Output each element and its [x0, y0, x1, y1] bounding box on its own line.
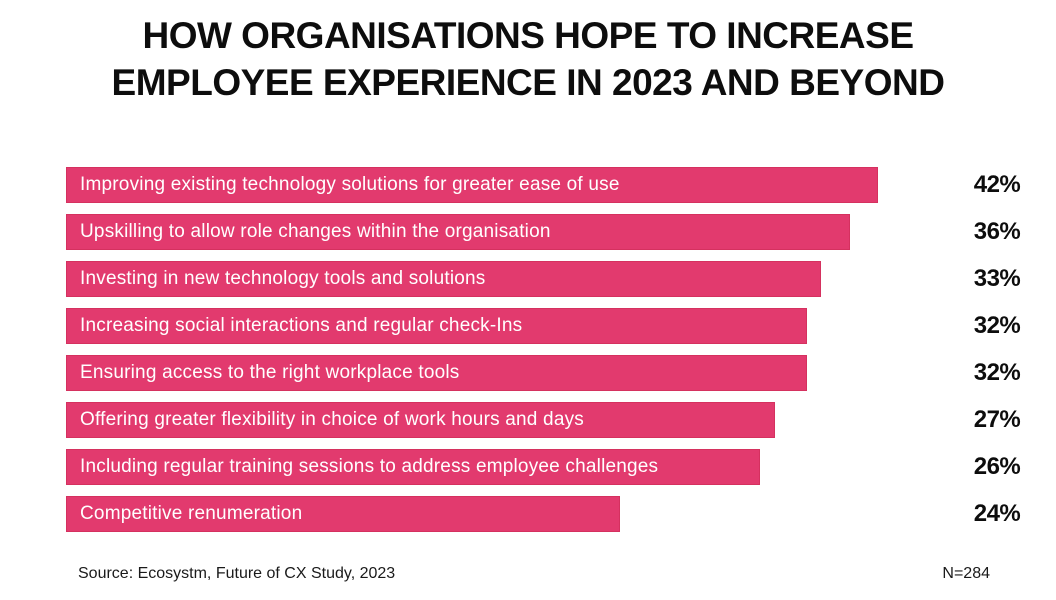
bar-label: Improving existing technology solutions … — [80, 174, 620, 195]
bar: Competitive renumeration — [66, 496, 620, 532]
bar-row: Improving existing technology solutions … — [66, 167, 1056, 203]
bar-label: Investing in new technology tools and so… — [80, 268, 486, 289]
bar-value: 26% — [973, 453, 1021, 480]
bar-row: Upskilling to allow role changes within … — [66, 214, 1056, 250]
bar-row: Increasing social interactions and regul… — [66, 308, 1056, 344]
bar-row: Including regular training sessions to a… — [66, 449, 1056, 485]
bar-chart: Improving existing technology solutions … — [66, 167, 1056, 543]
bar-value: 24% — [973, 500, 1021, 527]
bar: Offering greater flexibility in choice o… — [66, 402, 775, 438]
bar-label: Competitive renumeration — [80, 503, 303, 524]
bar-label: Offering greater flexibility in choice o… — [80, 409, 584, 430]
bar-value: 42% — [973, 171, 1021, 198]
bar-value: 27% — [973, 406, 1021, 433]
bar-row: Competitive renumeration 24% — [66, 496, 1056, 532]
bar-value: 33% — [973, 265, 1021, 292]
chart-title-line1: HOW ORGANISATIONS HOPE TO INCREASE — [142, 15, 914, 56]
bar-value: 32% — [973, 359, 1021, 386]
bar-label: Ensuring access to the right workplace t… — [80, 362, 460, 383]
bar-label: Upskilling to allow role changes within … — [80, 221, 551, 242]
bar: Upskilling to allow role changes within … — [66, 214, 850, 250]
bar: Improving existing technology solutions … — [66, 167, 878, 203]
chart-title: HOW ORGANISATIONS HOPE TO INCREASE EMPLO… — [0, 12, 1056, 106]
footer: Source: Ecosystm, Future of CX Study, 20… — [78, 565, 990, 583]
bar-value: 32% — [973, 312, 1021, 339]
bar-row: Offering greater flexibility in choice o… — [66, 402, 1056, 438]
source-note: Source: Ecosystm, Future of CX Study, 20… — [78, 565, 396, 582]
bar-row: Ensuring access to the right workplace t… — [66, 355, 1056, 391]
bar-label: Including regular training sessions to a… — [80, 456, 659, 477]
bar: Including regular training sessions to a… — [66, 449, 760, 485]
bar-label: Increasing social interactions and regul… — [80, 315, 523, 336]
sample-size: N=284 — [942, 565, 990, 582]
bar-row: Investing in new technology tools and so… — [66, 261, 1056, 297]
bar-value: 36% — [973, 218, 1021, 245]
bar: Ensuring access to the right workplace t… — [66, 355, 807, 391]
bar: Increasing social interactions and regul… — [66, 308, 807, 344]
chart-title-line2: EMPLOYEE EXPERIENCE IN 2023 AND BEYOND — [111, 62, 945, 103]
bar: Investing in new technology tools and so… — [66, 261, 821, 297]
